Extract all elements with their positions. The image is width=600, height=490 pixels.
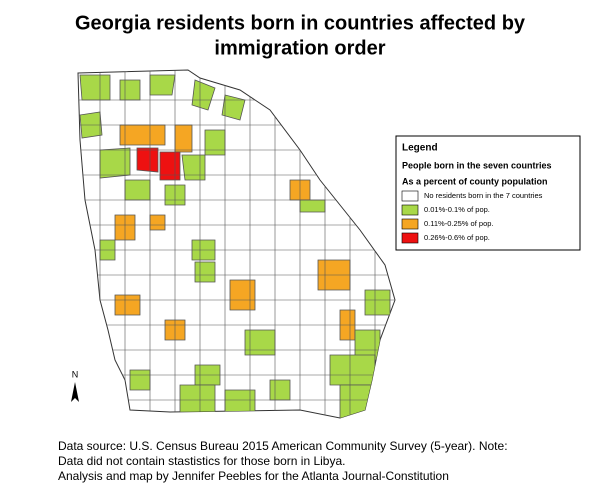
legend-swatch [401,218,419,230]
county-lines [78,70,395,418]
legend-swatch [401,190,419,202]
county [179,384,216,413]
title: immigration order [214,37,385,59]
legend: Legend People born in the seven countrie… [395,135,581,251]
counties [78,70,395,418]
legend-label: 0.01%-0.1% of pop. [424,205,490,214]
county [191,79,216,111]
legend-label: 0.26%-0.6% of pop. [424,233,490,242]
county [114,294,141,316]
county [129,369,151,391]
georgia-map [77,69,396,419]
county [99,147,131,179]
title: Georgia residents born in countries affe… [75,12,526,34]
legend-swatch [401,232,419,244]
county [119,124,166,146]
source-note: Analysis and map by Jennifer Peebles for… [58,469,449,483]
county [364,289,391,316]
county [174,124,193,153]
county [136,147,159,173]
legend-items: No residents born in the 7 countries 0.01… [401,190,543,244]
county [229,279,256,311]
county [269,379,291,401]
county [149,214,166,231]
north-arrow: N [71,369,79,402]
legend-caption: As a percent of county population [402,176,548,186]
legend-label: No residents born in the 7 countries [424,191,543,200]
county [224,389,256,413]
legend-swatch [401,204,419,216]
county [159,151,181,181]
legend-label: 0.11%-0.25% of pop. [424,219,494,228]
county [79,74,111,101]
north-label: N [72,369,79,379]
legend-box [395,135,581,251]
county [181,154,206,181]
county [221,94,246,121]
source-note: Data source: U.S. Census Bureau 2015 Ame… [58,439,508,453]
county [124,179,151,201]
county [339,384,373,418]
county [149,74,176,96]
legend-title: Legend [402,143,438,154]
county [194,261,216,283]
arrow [71,382,79,402]
county [244,329,276,356]
county [299,199,326,213]
county [204,129,226,156]
source-note: Data did not contain stastistics for tho… [58,454,346,468]
legend-subtitle: People born in the seven countries [402,160,552,170]
county [119,79,141,101]
county [329,354,376,386]
